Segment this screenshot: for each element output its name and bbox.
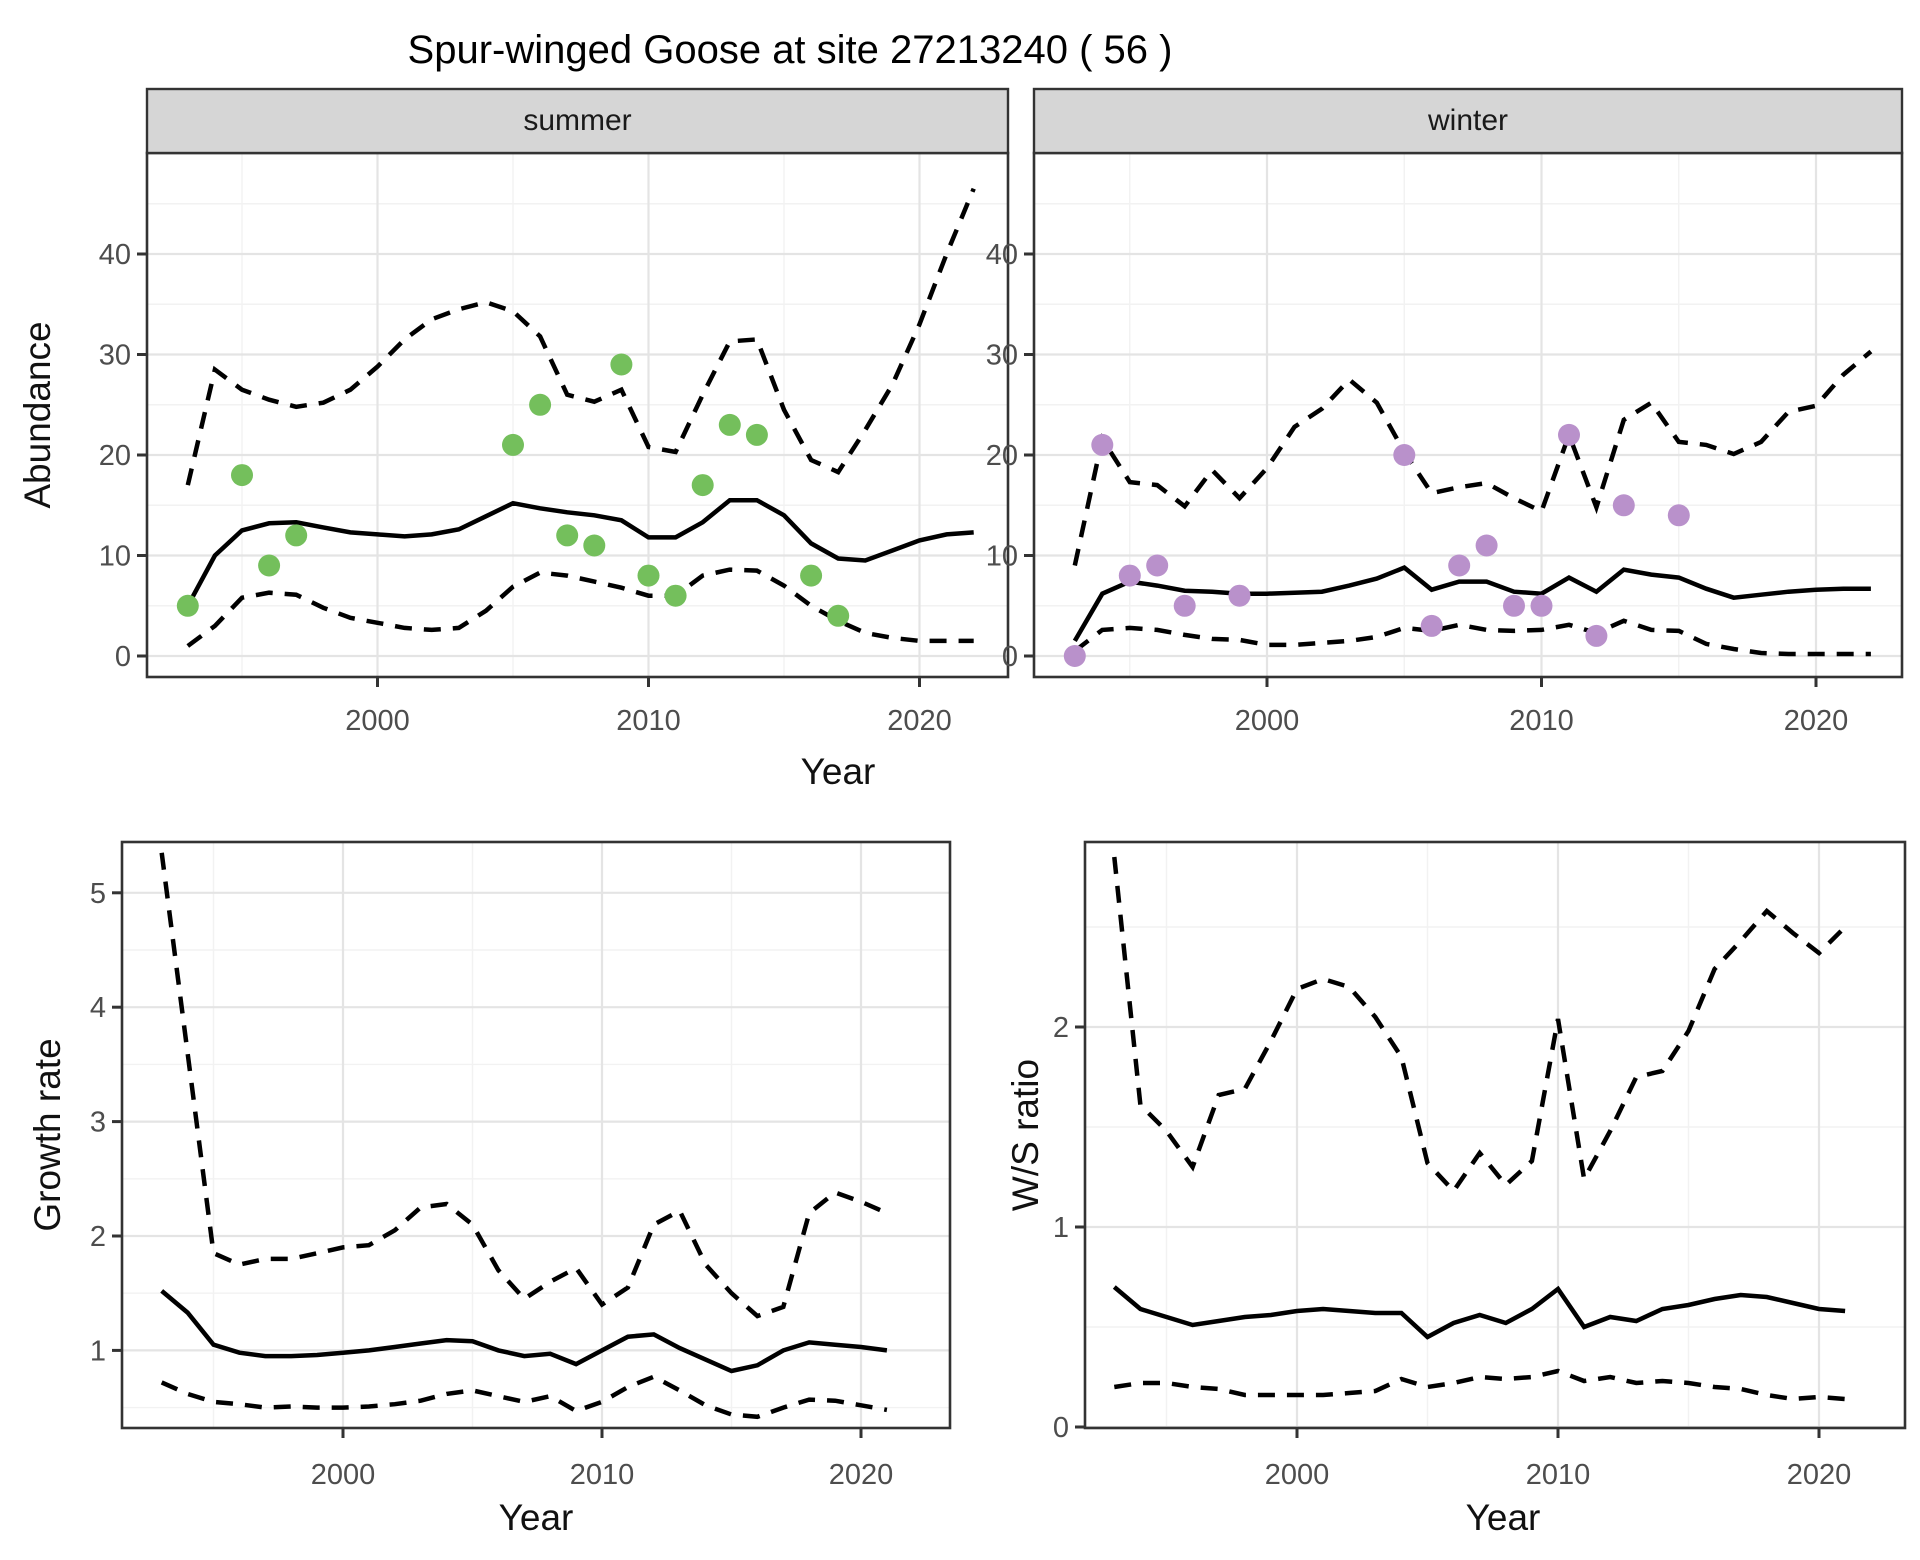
observed-winter-counts xyxy=(1667,504,1690,527)
observed-winter-counts xyxy=(1393,444,1416,466)
x-tick-label: 2020 xyxy=(829,1459,894,1491)
observed-winter-counts xyxy=(1420,614,1443,637)
observed-winter-counts xyxy=(1530,594,1553,617)
abundance_summer-lower_95ci-line xyxy=(186,567,974,648)
ws_ratio-panel-border xyxy=(1083,840,1907,1430)
growth_rate-upper_95ci-line xyxy=(159,852,888,1319)
observed-summer-counts xyxy=(529,393,552,416)
abundance_winter-mean-line xyxy=(1072,565,1871,643)
observed-winter-counts xyxy=(1091,433,1114,456)
observed-winter-counts xyxy=(1448,554,1471,577)
ws_ratio-mean-line xyxy=(1112,1285,1846,1340)
x-tick-label: 2020 xyxy=(1787,1459,1852,1491)
y-tick-label: 0 xyxy=(1002,641,1018,673)
growth_rate-panel-background xyxy=(122,842,950,1428)
chart-title: Spur-winged Goose at site 27213240 ( 56 … xyxy=(407,28,1173,72)
observed-winter-counts xyxy=(1146,554,1169,577)
y-tick-label: 5 xyxy=(90,878,106,910)
observed-summer-counts xyxy=(285,524,308,547)
observed-winter-counts xyxy=(1228,584,1251,607)
abundance_summer-mean-line xyxy=(185,497,974,607)
facet-strip-label-winter: winter xyxy=(1427,104,1509,137)
abundance_winter-lower_95ci-line xyxy=(1073,618,1871,657)
y-tick-label: 3 xyxy=(90,1107,106,1139)
x-tick-label: 2010 xyxy=(616,705,681,737)
y-tick-label: 10 xyxy=(99,541,131,573)
y-tick-label: 20 xyxy=(99,440,131,472)
x-tick-label: 2020 xyxy=(887,705,952,737)
y-tick-label: 1 xyxy=(1053,1212,1069,1244)
observed-summer-counts xyxy=(556,524,579,547)
y-tick-label: 10 xyxy=(986,541,1018,573)
x-tick-label: 2010 xyxy=(1526,1459,1591,1491)
y-axis-title-growth-rate: Growth rate xyxy=(27,1038,68,1232)
observed-summer-counts xyxy=(637,564,660,587)
y-tick-label: 20 xyxy=(986,440,1018,472)
observed-summer-counts xyxy=(827,604,850,627)
observed-summer-counts xyxy=(258,554,281,577)
x-tick-label: 2000 xyxy=(1235,705,1300,737)
abundance_winter-upper_95ci-line xyxy=(1072,349,1873,566)
y-tick-label: 0 xyxy=(1053,1412,1069,1444)
x-tick-label: 2000 xyxy=(1265,1459,1330,1491)
ws_ratio-lower_95ci-line xyxy=(1113,1368,1846,1402)
growth_rate-lower_95ci-line xyxy=(160,1374,888,1420)
observed-winter-counts xyxy=(1612,494,1635,517)
x-axis-title-year-top: Year xyxy=(800,751,876,792)
observed-summer-counts xyxy=(745,423,768,446)
observed-winter-counts xyxy=(1063,645,1086,667)
observed-summer-counts xyxy=(691,474,714,497)
x-tick-label: 2010 xyxy=(570,1459,635,1491)
observed-summer-counts xyxy=(664,584,687,607)
abundance_winter-facet-strip xyxy=(1032,87,1904,155)
y-axis-title-abundance: Abundance xyxy=(17,321,58,509)
observed-summer-counts xyxy=(583,534,606,557)
y-tick-label: 0 xyxy=(115,641,131,673)
observed-summer-counts xyxy=(718,413,741,436)
observed-winter-counts xyxy=(1475,534,1498,557)
y-tick-label: 30 xyxy=(986,340,1018,372)
abundance_summer-facet-strip xyxy=(145,87,1010,155)
observed-winter-counts xyxy=(1558,423,1580,446)
y-tick-label: 30 xyxy=(99,340,131,372)
x-tick-label: 2000 xyxy=(311,1459,376,1491)
y-tick-label: 2 xyxy=(1053,1012,1069,1044)
growth_rate-panel-border xyxy=(120,840,952,1430)
observed-summer-counts xyxy=(610,353,633,376)
x-axis-title-year-ws: Year xyxy=(1465,1497,1541,1538)
y-tick-label: 1 xyxy=(90,1335,106,1367)
abundance_summer-panel-background xyxy=(147,153,1008,677)
observed-summer-counts xyxy=(800,564,823,587)
y-tick-label: 40 xyxy=(99,239,131,271)
observed-summer-counts xyxy=(176,594,199,617)
y-tick-label: 4 xyxy=(90,992,106,1024)
observed-winter-counts xyxy=(1118,564,1141,587)
observed-winter-counts xyxy=(1173,594,1196,617)
observed-winter-counts xyxy=(1585,624,1608,647)
y-tick-label: 2 xyxy=(90,1221,106,1253)
x-tick-label: 2000 xyxy=(345,705,410,737)
abundance_summer-upper_95ci-line xyxy=(185,187,976,486)
y-axis-title-ws-ratio: W/S ratio xyxy=(1005,1058,1046,1212)
ws_ratio-upper_95ci-line xyxy=(1112,856,1847,1195)
x-tick-label: 2020 xyxy=(1784,705,1849,737)
observed-summer-counts xyxy=(502,433,524,456)
ws_ratio-panel-background xyxy=(1085,842,1905,1428)
observed-summer-counts xyxy=(231,464,253,487)
y-tick-label: 40 xyxy=(986,239,1018,271)
observed-winter-counts xyxy=(1503,594,1525,617)
x-tick-label: 2010 xyxy=(1509,705,1574,737)
facet-strip-label-summer: summer xyxy=(523,104,632,137)
growth_rate-mean-line xyxy=(160,1289,888,1374)
x-axis-title-year-growth: Year xyxy=(498,1497,574,1538)
abundance_winter-panel-background xyxy=(1034,153,1902,677)
